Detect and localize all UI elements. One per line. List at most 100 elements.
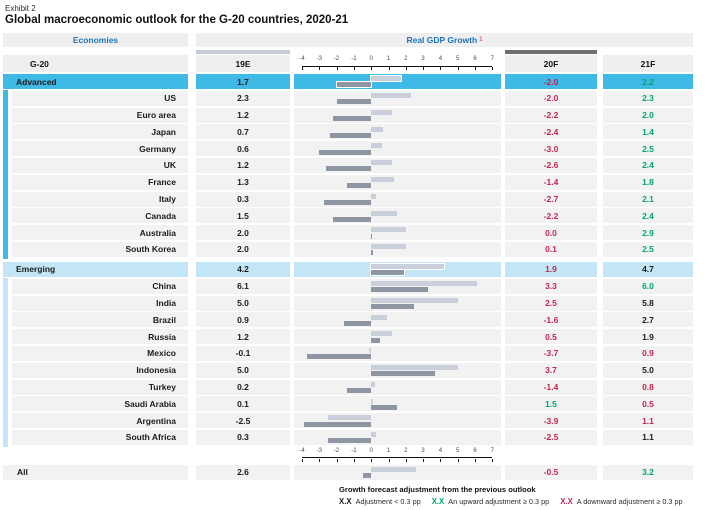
axis-tick: [319, 458, 321, 463]
bar-19e: [371, 176, 394, 182]
table-row: France 1.3 -1.4 1.8: [3, 173, 693, 192]
row-label-text: UK: [163, 160, 176, 171]
bar-20f: [329, 132, 372, 138]
value-19e: 1.2: [196, 107, 290, 123]
row-label-text: Italy: [158, 194, 176, 205]
axis-tick: [388, 458, 390, 463]
bar-19e: [371, 297, 458, 303]
gdp-bars: [294, 241, 501, 257]
axis-tick: [302, 458, 303, 463]
row-label-box: [12, 278, 188, 294]
axis-tick: [353, 66, 355, 71]
row-label-text: Canada: [145, 210, 176, 221]
axis-tick: [319, 66, 321, 71]
value-21f: 2.7: [603, 312, 693, 328]
value-20f: -2.7: [505, 191, 597, 207]
bar-19e: [371, 76, 401, 82]
row-accent-bar: [3, 344, 8, 364]
bar-20f: [371, 371, 436, 377]
legend-title: Growth forecast adjustment from the prev…: [339, 485, 536, 494]
bar-19e: [371, 160, 392, 166]
gdp-bars: [294, 429, 501, 445]
row-label-box: [12, 208, 188, 224]
axis-tick-label: 2: [404, 56, 408, 62]
row-accent-bar: [3, 277, 8, 296]
axis-tick: [353, 458, 355, 463]
row-label-text: China: [152, 281, 176, 292]
table-row: Brazil 0.9 -1.6 2.7: [3, 311, 693, 330]
bar-20f: [362, 473, 372, 479]
axis-tick: [302, 66, 303, 71]
value-20f: -2.0: [505, 74, 597, 89]
bar-20f: [371, 337, 380, 343]
axis-tick-label: 3: [421, 56, 425, 62]
axis-tick-label: -2: [333, 447, 340, 454]
col-header-20f-label: 20F: [543, 58, 559, 69]
value-20f: 3.3: [505, 278, 597, 294]
row-label-box: [12, 141, 188, 157]
row-accent-bar: [3, 395, 8, 414]
axis-tick-label: 3: [421, 447, 425, 454]
row-accent-bar: [3, 428, 8, 448]
value-21f: 2.3: [603, 90, 693, 106]
value-20f: 0.1: [505, 241, 597, 257]
gdp-bars: [294, 261, 501, 277]
row-label: UK: [3, 156, 188, 176]
value-20f: 0.5: [505, 329, 597, 345]
row-label: Indonesia: [3, 361, 188, 380]
value-21f: 2.9: [603, 225, 693, 241]
axis-line: [302, 65, 493, 67]
bar-19e: [371, 193, 377, 199]
row-label-box: [12, 124, 188, 140]
bar-19e: [371, 143, 382, 149]
value-21f: 2.0: [603, 107, 693, 123]
gdp-bars: [294, 413, 501, 429]
row-accent-bar: [3, 89, 8, 108]
row-label: Saudi Arabia: [3, 395, 188, 414]
bar-19e: [327, 415, 372, 421]
table-row: Turkey 0.2 -1.4 0.8: [3, 378, 693, 397]
bar-19e: [371, 227, 406, 233]
axis-tick-label: -1: [351, 56, 357, 62]
axis-tick: [405, 458, 407, 463]
bar-19e: [371, 432, 377, 438]
axis-tick-label: 7: [490, 56, 494, 62]
axis-tick-label: -4: [299, 56, 305, 62]
bar-20f: [346, 183, 372, 189]
row-label: Canada: [3, 207, 188, 226]
table-row: Italy 0.3 -2.7 2.1: [3, 190, 693, 209]
value-20f: -1.4: [505, 379, 597, 395]
bar-20f: [307, 354, 372, 360]
header-row-columns: G-20 19E -4 -3 -2 -1 0 1 2 3 4 5 6 7 20F 21F: [3, 50, 693, 72]
gdp-bars: [294, 278, 501, 294]
row-label-text: Japan: [151, 126, 176, 137]
row-label: Brazil: [3, 311, 188, 330]
row-label: India: [3, 294, 188, 313]
value-20f: -3.0: [505, 141, 597, 157]
axis-tick-label: 1: [386, 56, 391, 62]
value-19e: 1.2: [196, 157, 290, 173]
table-row: Emerging 4.2 1.9 4.7: [3, 261, 693, 277]
gdp-bars: [294, 345, 501, 361]
row-label-box: [12, 225, 188, 241]
bar-20f: [346, 387, 372, 393]
row-label-box: [12, 157, 188, 173]
col-header-19e-label: 19E: [235, 58, 251, 69]
value-21f: 0.5: [603, 396, 693, 412]
row-label: All: [3, 464, 188, 480]
bar-19e: [371, 244, 406, 250]
row-label-box: [12, 396, 188, 412]
axis-tick: [440, 66, 442, 71]
row-label-text: Mexico: [147, 348, 176, 359]
legend: Growth forecast adjustment from the prev…: [339, 485, 721, 506]
row-label-text: All: [17, 467, 28, 478]
row-accent-bar: [3, 412, 8, 431]
table-body: Advanced 1.7 -2.0 2.2 US 2.3 -2.0 2.3 Euro area 1…: [3, 74, 693, 448]
row-label: France: [3, 173, 188, 192]
table-row: US 2.3 -2.0 2.3: [3, 89, 693, 108]
table-row: Russia 1.2 0.5 1.9: [3, 328, 693, 347]
value-19e: 0.7: [196, 124, 290, 140]
bar-19e: [371, 280, 477, 286]
row-accent-bar: [3, 240, 8, 260]
bar-20f: [343, 320, 372, 326]
